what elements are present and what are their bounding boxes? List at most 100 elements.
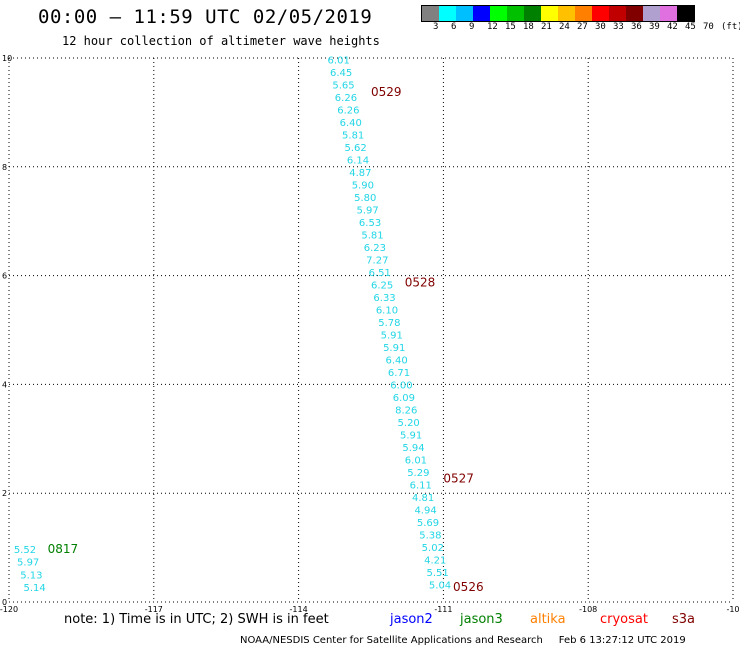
- colorbar-swatch: [575, 6, 592, 21]
- colorbar-label: 24: [559, 22, 570, 32]
- colorbar-swatch: [609, 6, 626, 21]
- colorbar-label: 39: [649, 22, 660, 32]
- x-tick-label: -111: [434, 605, 452, 614]
- legend-cryosat: cryosat: [600, 612, 648, 627]
- wave-height-value: 6.40: [340, 118, 362, 129]
- y-tick-label: 10: [2, 54, 12, 63]
- footer-credit: NOAA/NESDIS Center for Satellite Applica…: [240, 635, 543, 646]
- wave-height-value: 5.97: [357, 205, 379, 216]
- colorbar-swatch: [456, 6, 473, 21]
- colorbar-label: 15: [505, 22, 516, 32]
- y-tick-label: 2: [2, 489, 7, 498]
- colorbar-label: (ft): [721, 22, 740, 32]
- wave-height-value: 6.01: [405, 455, 427, 466]
- wave-height-value: 7.27: [366, 255, 388, 266]
- colorbar-swatch: [541, 6, 558, 21]
- wave-height-value: 6.53: [359, 218, 381, 229]
- wave-height-value: 6.09: [393, 393, 415, 404]
- x-tick-label: -108: [579, 605, 597, 614]
- wave-height-value: 6.01: [328, 55, 350, 66]
- wave-height-value: 8.26: [395, 405, 417, 416]
- wave-height-value: 5.20: [398, 418, 420, 429]
- wave-height-value: 5.90: [352, 180, 374, 191]
- pass-time-label: 0529: [371, 85, 402, 99]
- wave-height-value: 6.40: [385, 355, 407, 366]
- colorbar-label: 3: [433, 22, 439, 32]
- colorbar-label: 33: [613, 22, 624, 32]
- y-tick-label: 0: [2, 598, 7, 607]
- colorbar-label: 18: [523, 22, 534, 32]
- wave-height-value: 5.62: [344, 143, 366, 154]
- colorbar-swatch: [439, 6, 456, 21]
- wave-height-value: 6.11: [410, 480, 432, 491]
- wave-height-value: 6.23: [364, 243, 386, 254]
- wave-height-value: 5.65: [332, 80, 354, 91]
- wave-height-value: 5.97: [17, 558, 39, 569]
- wave-height-value: 5.14: [23, 583, 45, 594]
- wave-height-value: 5.91: [381, 330, 403, 341]
- pass-time-labels: 0529 0528 0527 0526 0817: [48, 85, 484, 594]
- y-tick-label: 6: [2, 272, 7, 281]
- wave-height-value: 4.87: [349, 168, 371, 179]
- colorbar-swatch: [677, 6, 694, 21]
- wave-height-value: 5.94: [402, 443, 424, 454]
- legend-jason3: jason3: [460, 612, 503, 627]
- wave-height-value: 5.80: [354, 193, 376, 204]
- colorbar-swatch: [592, 6, 609, 21]
- colorbar-swatch: [626, 6, 643, 21]
- legend-s3a: s3a: [672, 612, 696, 627]
- footer: NOAA/NESDIS Center for Satellite Applica…: [240, 635, 686, 646]
- wave-height-value: 5.81: [361, 230, 383, 241]
- wave-height-value: 6.51: [369, 268, 391, 279]
- wave-height-value: 6.26: [337, 105, 359, 116]
- colorbar-label: 45: [685, 22, 696, 32]
- colorbar-swatch: [490, 6, 507, 21]
- wave-height-value: 5.78: [378, 318, 400, 329]
- colorbar-swatch: [507, 6, 524, 21]
- pass-time-label: 0526: [453, 580, 484, 594]
- colorbar-label: 42: [667, 22, 678, 32]
- legend-altika: altika: [530, 612, 566, 627]
- wave-height-value: 5.51: [427, 568, 449, 579]
- y-tick-label: 8: [2, 163, 7, 172]
- colorbar-label: 27: [577, 22, 588, 32]
- wave-height-value: 5.91: [400, 430, 422, 441]
- x-tick-label: -120: [0, 605, 18, 614]
- wave-height-value: 6.14: [347, 155, 369, 166]
- colorbar-swatch: [558, 6, 575, 21]
- colorbar-label: 70: [703, 22, 714, 32]
- page-subtitle: 12 hour collection of altimeter wave hei…: [62, 34, 380, 48]
- legend-jason2: jason2: [390, 612, 433, 627]
- wave-height-value: 6.00: [390, 380, 412, 391]
- colorbar-swatch: [524, 6, 541, 21]
- legend-note: note: 1) Time is in UTC; 2) SWH is in fe…: [64, 612, 329, 627]
- colorbar-label: 9: [469, 22, 475, 32]
- wave-height-value: 4.21: [424, 555, 446, 566]
- wave-height-value: 6.26: [335, 93, 357, 104]
- map-axis-ticks: -120 -117 -114 -111 -108 -10 0 2 4 6 8 10: [0, 54, 740, 614]
- wave-height-value: 5.91: [383, 343, 405, 354]
- wave-height-value: 5.38: [419, 530, 441, 541]
- colorbar-swatch: [473, 6, 490, 21]
- altimeter-track: 6.01 6.455.65 6.266.26 6.40 5.81 5.626.14 4.87…: [328, 55, 452, 591]
- footer-timestamp: Feb 6 13:27:12 UTC 2019: [558, 635, 686, 646]
- wave-height-value: 5.69: [417, 518, 439, 529]
- wave-height-value: 5.02: [422, 543, 444, 554]
- colorbar-label: 36: [631, 22, 642, 32]
- colorbar-label: 21: [541, 22, 552, 32]
- page-title: 00:00 – 11:59 UTC 02/05/2019: [38, 6, 373, 28]
- wave-height-value: 6.10: [376, 305, 398, 316]
- x-tick-label: -10: [726, 605, 739, 614]
- pass-time-label: 0528: [405, 275, 436, 289]
- wave-height-value: 6.25: [371, 280, 393, 291]
- wave-height-value: 6.71: [388, 368, 410, 379]
- pass-time-label: 0817: [48, 542, 79, 556]
- wave-height-value: 6.45: [330, 68, 352, 79]
- y-tick-label: 4: [2, 380, 7, 389]
- x-tick-label: -114: [290, 605, 308, 614]
- wave-height-value: 5.52: [14, 545, 36, 556]
- colorbar-swatch: [422, 6, 439, 21]
- altimeter-track-secondary: 5.52 5.975.13 5.14: [14, 545, 46, 594]
- wave-height-value: 4.94: [414, 505, 436, 516]
- map-grid: [8, 57, 734, 603]
